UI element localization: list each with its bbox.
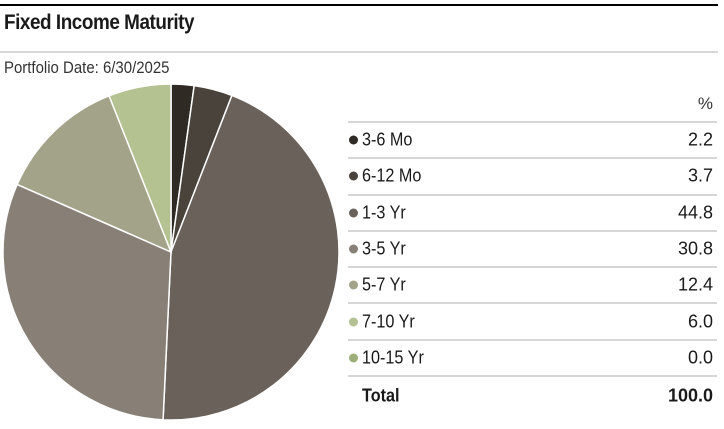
legend-label: 10-15 Yr — [362, 347, 424, 368]
pie-slice-3-5-yr — [2, 183, 172, 421]
legend-label: 6-12 Mo — [362, 165, 422, 186]
legend-row: 3-5 Yr 30.8 — [348, 232, 717, 269]
legend-value: 6.0 — [687, 311, 713, 332]
legend-dot — [349, 171, 358, 181]
legend-value: 0.0 — [687, 347, 713, 368]
top-rule — [0, 4, 718, 6]
pie-slice-7-10-yr — [108, 83, 172, 253]
legend-label: 7-10 Yr — [362, 311, 415, 332]
total-label: Total — [362, 385, 400, 406]
legend-rows: 3-6 Mo 2.2 6-12 Mo 3.7 1-3 Yr 44.8 3-5 Y… — [348, 123, 717, 378]
legend-header: % — [348, 88, 717, 123]
total-row: Total 100.0 — [348, 377, 717, 415]
pie-slice-5-7-yr — [16, 94, 173, 254]
legend-value: 12.4 — [677, 274, 713, 295]
legend-value: 44.8 — [677, 202, 713, 223]
legend-label: 3-6 Mo — [362, 129, 413, 150]
legend-row: 10-15 Yr 0.0 — [348, 341, 717, 378]
legend-label: 3-5 Yr — [362, 238, 406, 259]
legend-row: 3-6 Mo 2.2 — [348, 123, 717, 160]
legend-value: 3.7 — [687, 165, 713, 186]
legend-dot — [349, 353, 358, 363]
legend-label: 5-7 Yr — [362, 274, 406, 295]
legend-dot — [349, 317, 358, 327]
legend-table: % 3-6 Mo 2.2 6-12 Mo 3.7 1-3 Yr 44.8 3-5… — [348, 88, 717, 415]
title-divider — [0, 51, 718, 53]
legend-dot — [349, 280, 358, 290]
total-value: 100.0 — [667, 385, 713, 406]
legend-row: 5-7 Yr 12.4 — [348, 268, 717, 305]
legend-dot — [349, 244, 358, 254]
legend-dot — [349, 208, 358, 218]
legend-dot — [349, 135, 358, 145]
legend-value: 2.2 — [687, 129, 713, 150]
chart-title: Fixed Income Maturity — [4, 11, 195, 34]
legend-row: 6-12 Mo 3.7 — [348, 159, 717, 196]
portfolio-date: Portfolio Date: 6/30/2025 — [4, 58, 170, 77]
legend-label: 1-3 Yr — [362, 202, 406, 223]
legend-row: 7-10 Yr 6.0 — [348, 304, 717, 341]
legend-row: 1-3 Yr 44.8 — [348, 196, 717, 232]
percent-header: % — [697, 94, 713, 113]
pie-slice-1-3-yr — [162, 94, 340, 421]
pie-chart — [2, 83, 340, 421]
legend-value: 30.8 — [677, 238, 713, 259]
